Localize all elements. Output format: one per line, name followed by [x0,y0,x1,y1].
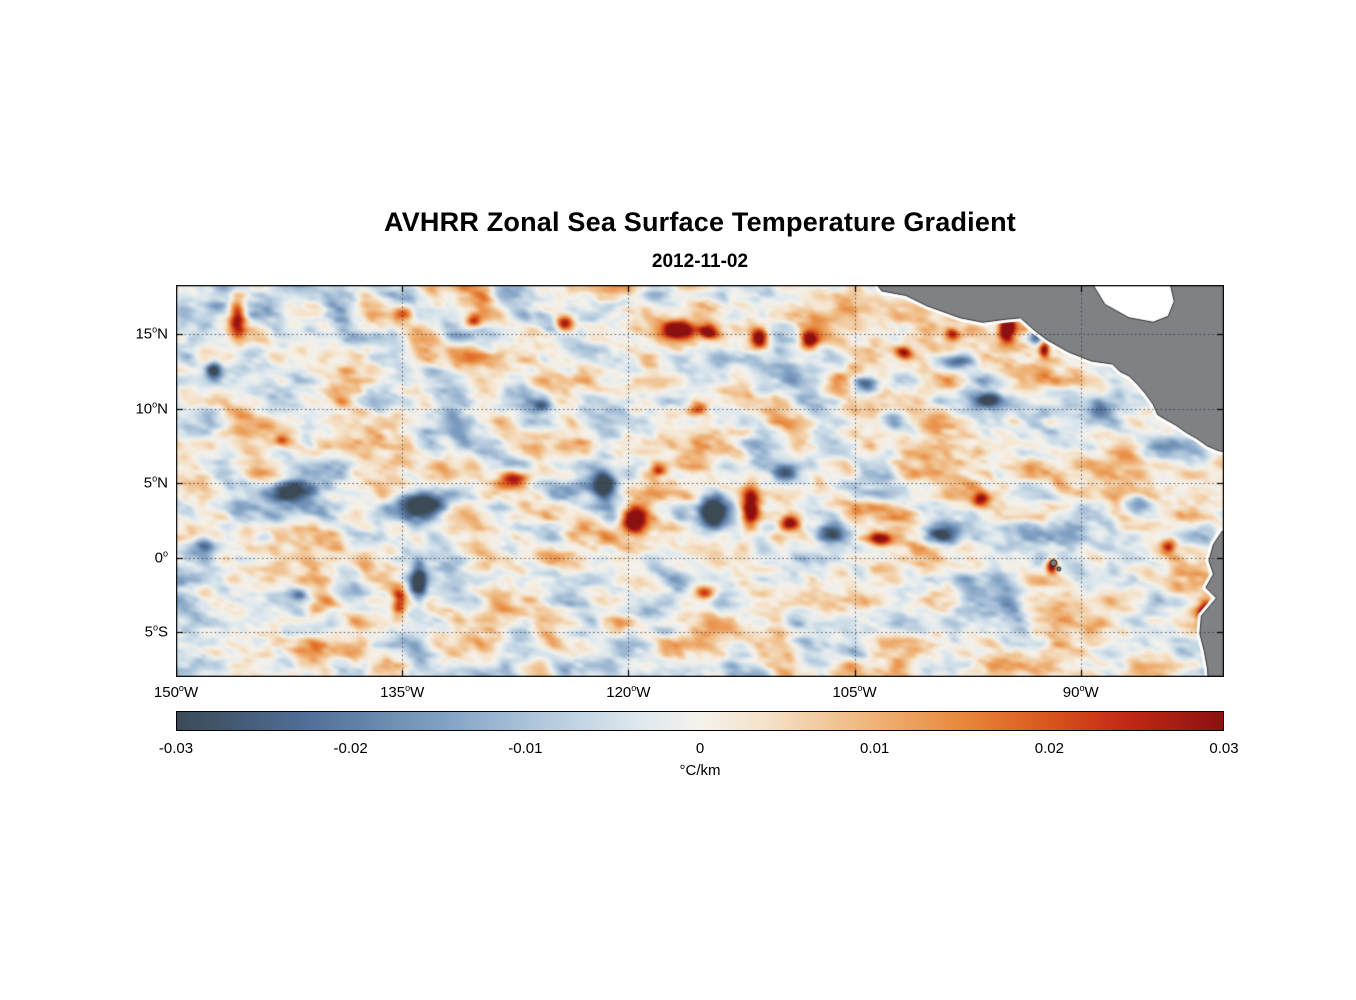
x-tick-label: 120oW [606,683,651,702]
y-tick-label: 15oN [135,324,168,343]
degree-superscript: o [152,324,158,335]
degree-superscript: o [405,683,411,693]
y-tick-label: 0o [154,548,168,567]
x-tick-label: 135oW [380,683,425,702]
map-plot-area [176,285,1224,677]
colorbar-tick-label: 0.03 [1209,740,1239,757]
colorbar-tick-label: -0.02 [333,740,368,757]
degree-superscript: o [152,622,158,633]
degree-superscript: o [162,548,168,559]
colorbar-tick-label: 0 [695,740,705,757]
y-tick-label: 5oN [143,473,168,492]
x-tick-label: 105oW [832,683,877,702]
colorbar-tick-label: -0.03 [158,740,194,757]
degree-superscript: o [152,399,158,410]
degree-superscript: o [857,683,863,693]
y-tick-label: 10oN [135,399,168,418]
degree-superscript: o [631,683,637,693]
colorbar-tick-label: -0.01 [508,740,543,757]
colorbar [176,711,1224,731]
x-tick-label: 150oW [153,683,199,702]
degree-superscript: o [1079,683,1085,693]
colorbar-unit-label: °C/km [679,762,721,779]
chart-title: AVHRR Zonal Sea Surface Temperature Grad… [384,207,1016,237]
chart-subtitle-date: 2012-11-02 [651,251,749,272]
degree-superscript: o [178,683,184,693]
y-tick-label: 5oS [144,622,168,641]
x-tick-label: 90oW [1062,683,1099,702]
sst-gradient-map-canvas [176,285,1224,677]
colorbar-tick-label: 0.01 [860,740,890,757]
degree-superscript: o [152,473,158,484]
colorbar-tick-label: 0.02 [1034,740,1064,757]
